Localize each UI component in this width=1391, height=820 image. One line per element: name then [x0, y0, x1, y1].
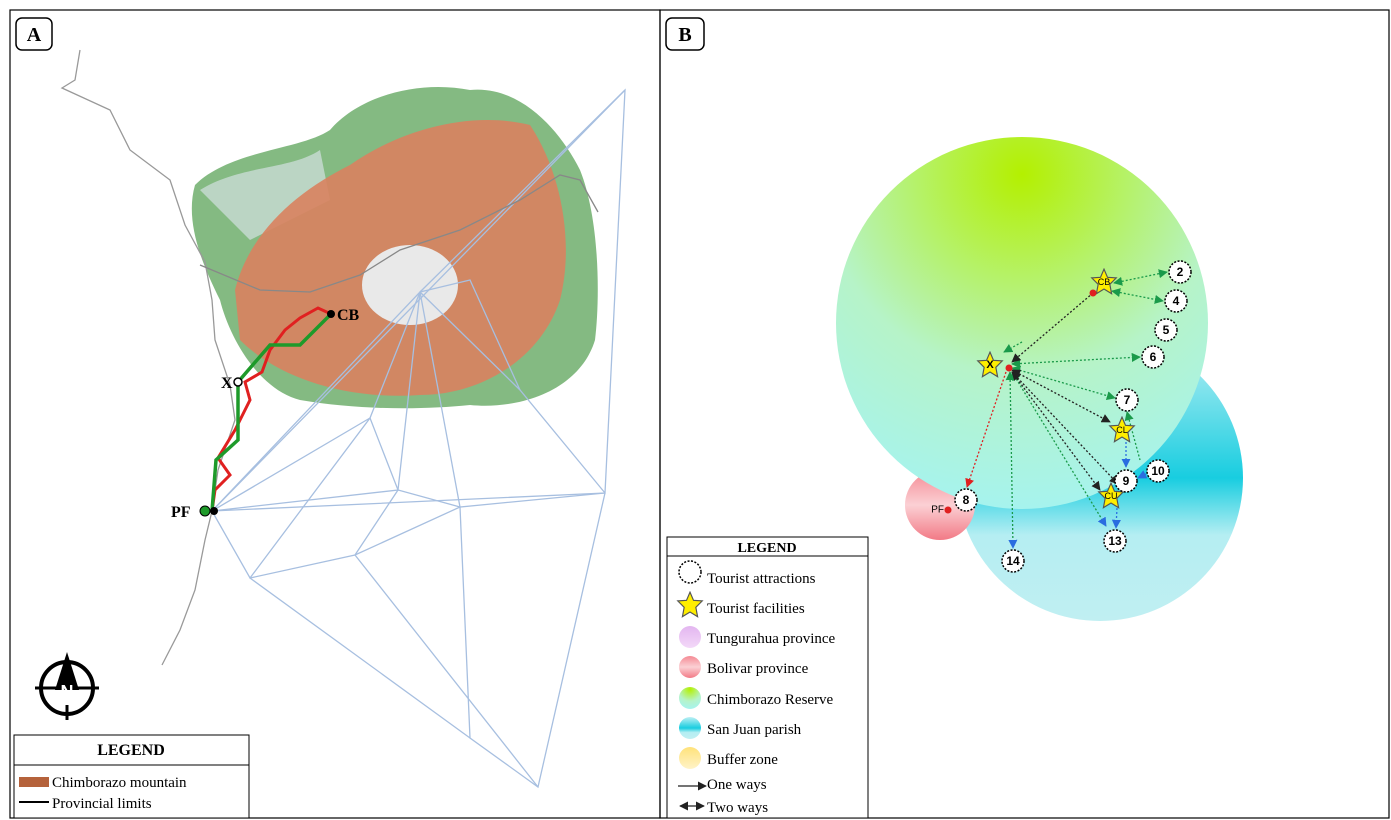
attraction-label: 7	[1124, 393, 1131, 407]
place-label: X	[221, 375, 233, 392]
panel-label: A	[27, 24, 42, 46]
legend-item: Chimborazo Reserve	[707, 692, 834, 708]
place-dot	[327, 310, 335, 318]
place-dot	[210, 507, 218, 515]
legend-item: Tourist attractions	[707, 571, 816, 587]
attraction-label: 14	[1006, 554, 1020, 568]
legend-title: LEGEND	[737, 541, 796, 556]
place-dot	[200, 506, 210, 516]
north-arrow: N	[35, 652, 99, 720]
panel-b: B CB X CL CU PF 2 4 56 7 8 9 10 13 14	[666, 18, 1243, 818]
chimborazo-reserve	[836, 137, 1208, 509]
panel-label: B	[678, 24, 691, 46]
north-label: N	[61, 682, 74, 702]
location-dot	[1090, 290, 1097, 297]
legend-item: Chimborazo mountain	[52, 775, 187, 791]
legend-swatch	[19, 777, 49, 787]
legend-title: LEGEND	[97, 742, 165, 759]
attraction-label: 10	[1151, 464, 1165, 478]
attraction-label: 5	[1163, 323, 1170, 337]
road	[62, 50, 235, 665]
facility-label: CB	[1098, 277, 1111, 287]
legend-item: One ways	[707, 777, 767, 793]
legend-item: Two ways	[707, 800, 768, 816]
legend-item: Provincial limits	[52, 796, 152, 812]
attraction-label: 4	[1173, 294, 1180, 308]
panel-a: A CB X PF N LEGEND Chimborazo mountai	[14, 18, 625, 818]
attraction-label: 6	[1150, 350, 1157, 364]
legend-item: Bolivar province	[707, 661, 809, 677]
legend-item: Tungurahua province	[707, 631, 836, 647]
pf-label: PF	[931, 505, 944, 516]
attraction-label: 13	[1108, 534, 1122, 548]
location-dot	[1006, 365, 1013, 372]
facility-label: X	[986, 359, 994, 371]
place-dot	[234, 378, 242, 386]
mountain-summit	[362, 245, 458, 325]
legend-item: Buffer zone	[707, 752, 778, 768]
place-label: PF	[171, 504, 191, 521]
facility-label: CU	[1105, 491, 1118, 501]
location-dot	[945, 507, 952, 514]
figure: A CB X PF N LEGEND Chimborazo mountai	[0, 0, 1391, 820]
attraction-label: 9	[1123, 474, 1130, 488]
legend-item: Tourist facilities	[707, 601, 805, 617]
attraction-label: 2	[1177, 265, 1184, 279]
place-label: CB	[337, 307, 360, 324]
facility-label: CL	[1116, 425, 1128, 435]
attraction-label: 8	[963, 493, 970, 507]
legend-item: San Juan parish	[707, 722, 802, 738]
